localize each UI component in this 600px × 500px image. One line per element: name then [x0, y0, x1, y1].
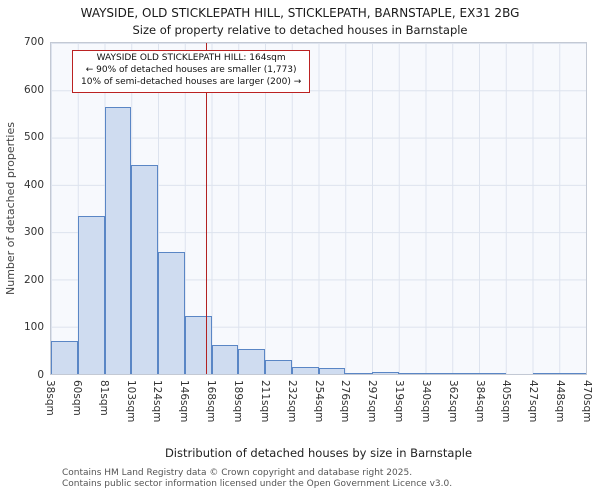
x-tick-384sqm: 384sqm [473, 380, 486, 423]
y-tick-500: 500 [23, 131, 44, 144]
bar-81sqm [104, 106, 132, 374]
y-tick-100: 100 [23, 321, 44, 334]
y-tick-200: 200 [23, 273, 44, 286]
x-tick-319sqm: 319sqm [393, 380, 406, 423]
x-tick-448sqm: 448sqm [554, 380, 567, 423]
y-tick-0: 0 [37, 369, 44, 381]
bar-297sqm [372, 371, 399, 374]
bar-448sqm [559, 373, 586, 374]
x-tick-124sqm: 124sqm [151, 380, 164, 423]
x-tick-362sqm: 362sqm [446, 380, 459, 423]
annotation-box: WAYSIDE OLD STICKLEPATH HILL: 164sqm ← 9… [72, 50, 311, 93]
x-tick-146sqm: 146sqm [178, 380, 191, 423]
x-tick-470sqm: 470sqm [581, 380, 593, 423]
bar-340sqm [425, 373, 453, 374]
y-tick-300: 300 [23, 226, 44, 239]
bar-232sqm [291, 366, 319, 374]
bar-124sqm [158, 252, 185, 374]
chart-title: WAYSIDE, OLD STICKLEPATH HILL, STICKLEPA… [80, 6, 520, 20]
marker-line-164sqm [205, 43, 208, 374]
bar-189sqm [238, 349, 265, 374]
annotation-line3: 10% of semi-detached houses are larger (… [81, 76, 302, 87]
x-tick-276sqm: 276sqm [339, 380, 352, 423]
y-tick-700: 700 [23, 36, 44, 48]
chart-subtitle: Size of property relative to detached ho… [132, 23, 468, 37]
x-tick-60sqm: 60sqm [70, 380, 83, 416]
plot-area [50, 42, 587, 375]
x-tick-340sqm: 340sqm [419, 380, 432, 423]
x-tick-38sqm: 38sqm [44, 380, 56, 416]
bar-146sqm [184, 316, 212, 374]
x-tick-254sqm: 254sqm [312, 380, 325, 423]
bar-319sqm [398, 373, 426, 374]
x-tick-232sqm: 232sqm [285, 380, 298, 423]
bar-168sqm [211, 344, 239, 374]
footer-attribution-line2: Contains public sector information licen… [62, 479, 453, 489]
x-tick-211sqm: 211sqm [258, 380, 271, 423]
bar-38sqm [51, 340, 78, 374]
y-tick-400: 400 [23, 178, 44, 191]
x-tick-168sqm: 168sqm [205, 380, 218, 423]
bar-254sqm [318, 368, 346, 374]
bar-276sqm [345, 372, 372, 374]
x-tick-405sqm: 405sqm [500, 380, 513, 423]
footer-attribution-line1: Contains HM Land Registry data © Crown c… [62, 468, 413, 478]
bar-60sqm [77, 215, 105, 374]
bar-362sqm [452, 373, 479, 374]
bar-384sqm [479, 373, 506, 374]
x-tick-427sqm: 427sqm [527, 380, 540, 423]
x-tick-189sqm: 189sqm [231, 380, 244, 423]
x-tick-103sqm: 103sqm [124, 380, 137, 423]
annotation-line1: WAYSIDE OLD STICKLEPATH HILL: 164sqm [96, 53, 286, 63]
x-tick-81sqm: 81sqm [97, 380, 110, 416]
bar-427sqm [532, 373, 560, 374]
x-axis-label: Distribution of detached houses by size … [164, 446, 473, 460]
bar-103sqm [131, 164, 158, 374]
y-tick-600: 600 [23, 83, 44, 96]
annotation-line2: ← 90% of detached houses are smaller (1,… [85, 64, 297, 75]
x-tick-297sqm: 297sqm [366, 380, 379, 423]
bar-211sqm [265, 359, 292, 374]
